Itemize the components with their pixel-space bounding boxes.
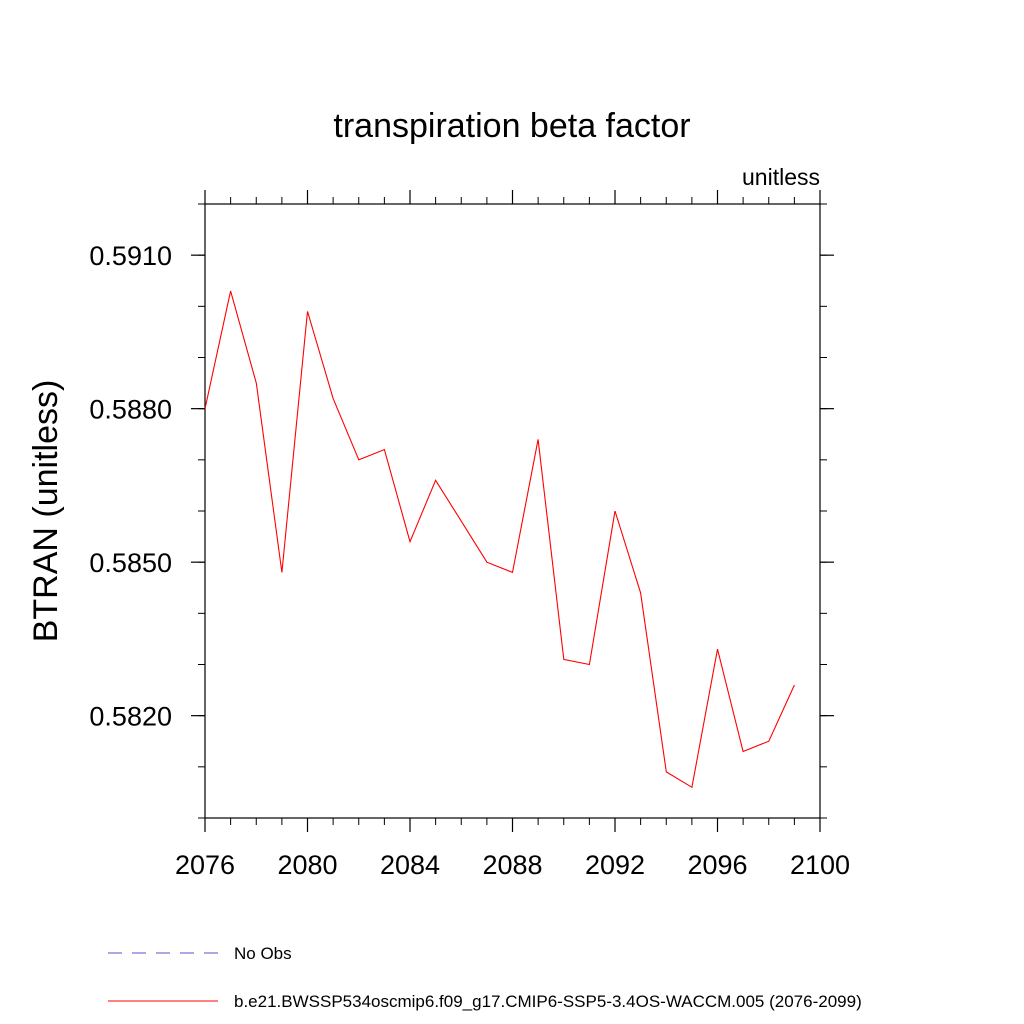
x-tick-label: 2096 (687, 850, 747, 880)
y-tick-label: 0.5880 (89, 395, 172, 425)
x-tick-label: 2100 (790, 850, 850, 880)
legend-label-no-obs: No Obs (234, 944, 292, 963)
x-tick-label: 2080 (277, 850, 337, 880)
series-line (204, 290, 795, 789)
series-group (204, 290, 795, 789)
y-tick-labels: 0.5820 0.5850 0.5880 0.5910 (89, 241, 172, 732)
x-tick-labels: 2076 2080 2084 2088 2092 2096 2100 (175, 850, 850, 880)
x-tick-label: 2092 (585, 850, 645, 880)
y-tick-label: 0.5850 (89, 548, 172, 578)
x-tick-label: 2076 (175, 850, 235, 880)
legend: No Obs b.e21.BWSSP534oscmip6.f09_g17.CMI… (108, 944, 862, 1011)
units-label: unitless (742, 164, 820, 190)
axis-ticks (191, 190, 834, 832)
y-tick-label: 0.5910 (89, 241, 172, 271)
legend-label-model-run: b.e21.BWSSP534oscmip6.f09_g17.CMIP6-SSP5… (234, 992, 862, 1011)
chart-title: transpiration beta factor (333, 107, 690, 145)
x-tick-label: 2088 (482, 850, 542, 880)
y-tick-label: 0.5820 (89, 702, 172, 732)
plot-frame (204, 203, 821, 819)
y-axis-label: BTRAN (unitless) (27, 380, 65, 643)
x-tick-label: 2084 (380, 850, 440, 880)
